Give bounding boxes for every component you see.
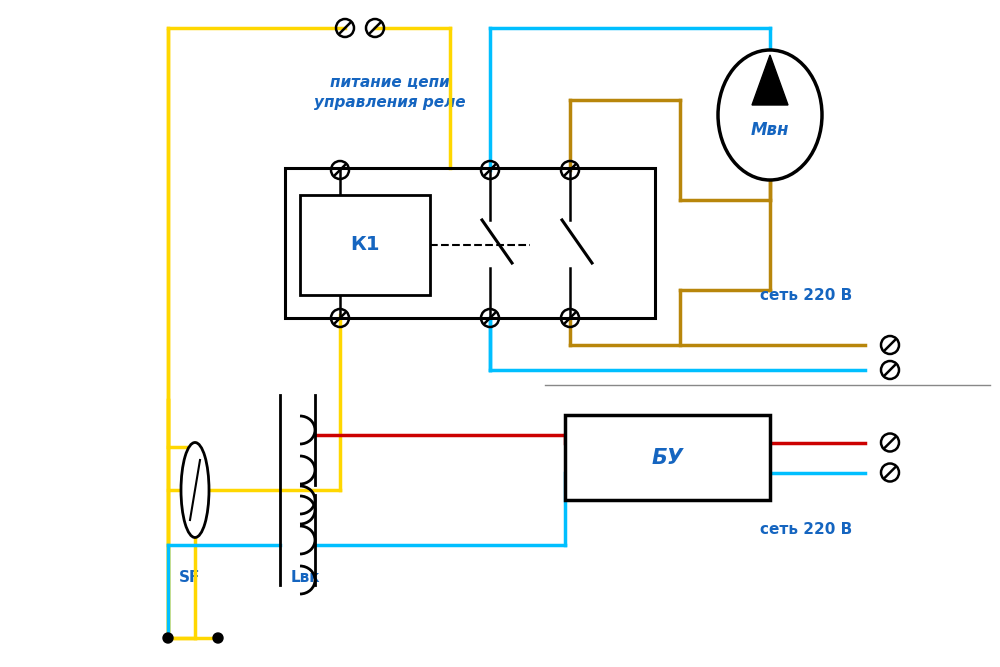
Circle shape (163, 633, 173, 643)
Text: SF: SF (179, 570, 201, 585)
Ellipse shape (718, 50, 822, 180)
Text: К1: К1 (350, 235, 380, 255)
Ellipse shape (181, 442, 209, 538)
Text: питание цепи
управления реле: питание цепи управления реле (314, 75, 466, 110)
Circle shape (213, 633, 223, 643)
Text: Lвк: Lвк (290, 570, 320, 585)
Bar (565, 415, 770, 500)
Text: БУ: БУ (652, 448, 684, 468)
Text: Мвн: Мвн (751, 121, 789, 139)
Text: сеть 220 В: сеть 220 В (760, 522, 852, 538)
Text: сеть 220 В: сеть 220 В (760, 287, 852, 303)
Bar (300, 195, 430, 295)
Bar (285, 168, 655, 318)
Polygon shape (752, 55, 788, 105)
